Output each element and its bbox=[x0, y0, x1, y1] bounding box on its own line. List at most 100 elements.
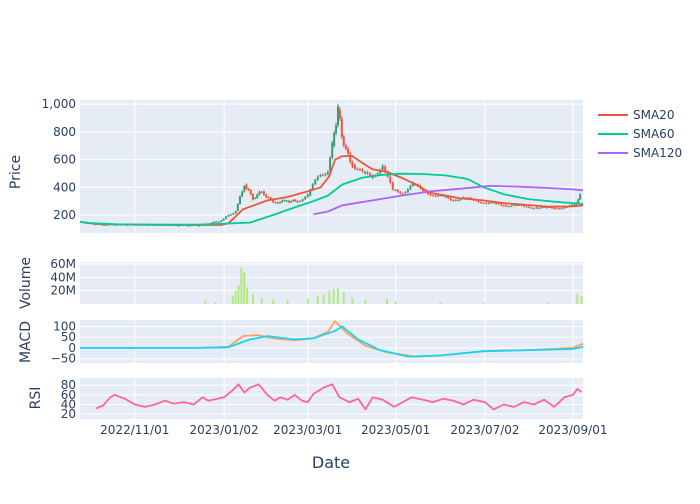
candle-body bbox=[296, 201, 299, 203]
y-axis-label-volume: Volume bbox=[18, 257, 34, 309]
candle-body bbox=[101, 224, 104, 226]
candle-body bbox=[563, 207, 566, 209]
candle-body bbox=[222, 218, 225, 221]
y-tick-label-macd: 100 bbox=[53, 319, 76, 333]
candle-body bbox=[422, 188, 425, 192]
candle-body bbox=[492, 202, 495, 204]
candle-body bbox=[177, 225, 180, 227]
volume-bar bbox=[547, 302, 550, 304]
candle-body bbox=[243, 186, 246, 192]
candle-body bbox=[429, 194, 432, 196]
volume-bar bbox=[260, 298, 263, 304]
candle-body bbox=[530, 207, 533, 209]
y-axis-label-macd: MACD bbox=[18, 321, 34, 363]
candle-body bbox=[381, 165, 384, 170]
y-tick-label-price: 1,000 bbox=[42, 97, 76, 111]
legend-item-sma120[interactable]: SMA120 bbox=[598, 146, 682, 160]
volume-bar bbox=[439, 302, 442, 304]
x-tick-label: 2023/05/01 bbox=[361, 423, 430, 437]
candle-body bbox=[338, 109, 341, 119]
candle-body bbox=[495, 203, 498, 205]
volume-bar bbox=[351, 297, 354, 304]
volume-bar bbox=[251, 294, 254, 304]
volume-bar bbox=[272, 299, 275, 304]
volume-bar bbox=[342, 292, 345, 304]
candle-body bbox=[406, 189, 409, 193]
candle-body bbox=[404, 192, 407, 194]
y-tick-label-price: 800 bbox=[53, 125, 76, 139]
candle-body bbox=[227, 215, 230, 217]
candle-body bbox=[452, 200, 455, 202]
candle-body bbox=[553, 208, 556, 210]
legend-item-sma60[interactable]: SMA60 bbox=[598, 127, 674, 141]
legend: SMA20 SMA60 SMA120 bbox=[598, 108, 682, 160]
candle-body bbox=[247, 188, 250, 191]
volume-bar bbox=[322, 294, 325, 304]
candle-body bbox=[485, 202, 488, 204]
candle-body bbox=[487, 202, 490, 204]
series-line-price-sma60 bbox=[79, 172, 584, 226]
candle-body bbox=[439, 195, 442, 197]
candle-body bbox=[267, 197, 270, 199]
y-tick-label-rsi: 60 bbox=[61, 388, 76, 402]
candle-body bbox=[254, 197, 257, 199]
candle-body bbox=[220, 220, 223, 222]
candle-body bbox=[535, 207, 538, 209]
candle-body bbox=[507, 206, 510, 208]
y-tick-label-volume: 40M bbox=[50, 270, 76, 284]
volume-bar bbox=[385, 298, 388, 304]
y-tick-label-rsi: 80 bbox=[61, 378, 76, 392]
candle-body bbox=[311, 184, 314, 190]
candle-body bbox=[434, 195, 437, 197]
candle-body bbox=[304, 196, 307, 200]
candle-body bbox=[550, 207, 553, 209]
candle-body bbox=[376, 173, 379, 176]
volume-bar bbox=[231, 296, 234, 304]
candle-body bbox=[251, 194, 254, 200]
candle-body bbox=[105, 224, 108, 226]
candle-body bbox=[558, 208, 561, 210]
candle-body bbox=[281, 200, 284, 203]
candle-body bbox=[319, 174, 322, 177]
volume-bar bbox=[286, 300, 289, 304]
plot-area-volume bbox=[80, 262, 583, 304]
candle-body bbox=[364, 172, 367, 174]
volume-bar bbox=[243, 272, 246, 304]
candle-body bbox=[229, 214, 232, 216]
legend-item-sma20[interactable]: SMA20 bbox=[598, 108, 674, 122]
candle-body bbox=[500, 204, 503, 206]
candle-body bbox=[279, 202, 282, 204]
candle-body bbox=[577, 199, 580, 203]
volume-bar bbox=[306, 298, 309, 304]
candle-body bbox=[349, 153, 352, 163]
candle-body bbox=[258, 191, 261, 195]
candle-body bbox=[283, 200, 286, 202]
candle-body bbox=[502, 205, 505, 207]
candle-body bbox=[290, 201, 293, 203]
series-line-macd-signal bbox=[80, 325, 584, 358]
candle-body bbox=[324, 174, 327, 176]
series-line-price-sma20 bbox=[79, 155, 584, 226]
candle-body bbox=[437, 195, 440, 197]
candle-body bbox=[510, 205, 513, 207]
candle-body bbox=[384, 166, 387, 172]
candle-body bbox=[505, 205, 508, 207]
candle-body bbox=[335, 125, 338, 133]
candle-body bbox=[347, 148, 350, 154]
y-tick-label-price: 200 bbox=[53, 208, 76, 222]
y-axis-label-price: Price bbox=[8, 155, 24, 189]
candle-body bbox=[274, 202, 277, 204]
candle-body bbox=[316, 176, 319, 180]
y-tick-label-price: 600 bbox=[53, 153, 76, 167]
candle-body bbox=[379, 169, 382, 174]
candle-body bbox=[399, 192, 402, 194]
volume-bar bbox=[240, 267, 243, 304]
candle-body bbox=[540, 207, 543, 209]
x-tick-label: 2023/01/02 bbox=[190, 423, 259, 437]
candle-body bbox=[454, 199, 457, 201]
candle-body bbox=[512, 204, 515, 206]
panel-rsi: 2022/11/01 2023/01/02 2023/03/01 2023/05/01… bbox=[61, 378, 607, 437]
candle-body bbox=[218, 221, 221, 223]
legend-label-sma60: SMA60 bbox=[633, 127, 674, 141]
